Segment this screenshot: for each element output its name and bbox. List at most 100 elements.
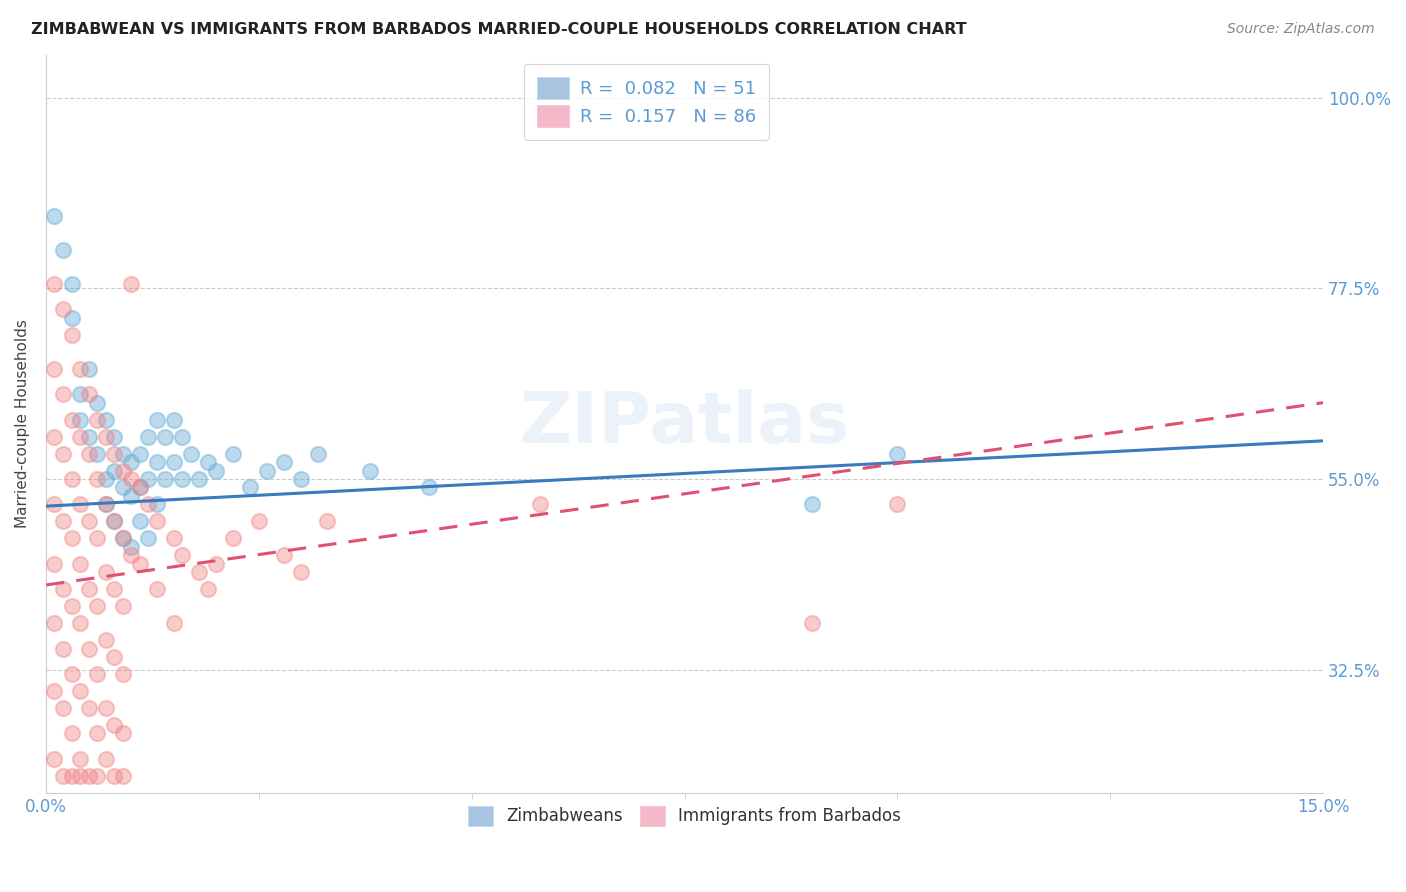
Point (120, 540, 142, 554)
Point (103, 650, 125, 665)
Point (60, 726, 83, 740)
Point (69, 684, 91, 698)
Point (77, 429, 100, 443)
Point (69, 498, 91, 512)
Point (52, 302, 75, 317)
Point (273, 549, 295, 563)
Point (103, 515, 125, 529)
Point (86, 667, 108, 681)
Point (111, 446, 134, 460)
Point (86, 446, 108, 460)
Point (94, 498, 117, 512)
Point (69, 557, 91, 571)
Point (60, 532, 83, 546)
Point (103, 446, 125, 460)
Point (188, 472, 211, 486)
Point (60, 667, 83, 681)
Point (103, 515, 125, 529)
Point (111, 726, 134, 740)
Point (145, 498, 167, 512)
Point (69, 429, 91, 443)
Point (128, 480, 150, 494)
Point (273, 455, 295, 469)
Point (172, 429, 194, 443)
Point (801, 616, 824, 631)
Point (103, 463, 125, 477)
Point (239, 480, 262, 494)
Point (205, 463, 228, 477)
Text: ZIPatlas: ZIPatlas (519, 390, 849, 458)
Point (111, 480, 134, 494)
Point (60, 599, 83, 614)
Point (222, 532, 245, 546)
Point (205, 557, 228, 571)
Point (290, 472, 312, 486)
Point (52, 641, 75, 656)
Point (172, 549, 194, 563)
Point (153, 472, 176, 486)
Point (77, 641, 100, 656)
Point (69, 387, 91, 401)
Point (69, 616, 91, 631)
Point (145, 515, 167, 529)
Point (77, 701, 100, 715)
Point (197, 582, 219, 597)
Point (44, 429, 66, 443)
Point (69, 361, 91, 376)
Point (94, 498, 117, 512)
Point (94, 701, 117, 715)
Point (94, 752, 117, 766)
Point (316, 515, 339, 529)
Point (418, 480, 440, 494)
Point (86, 769, 108, 783)
Point (163, 412, 186, 426)
Point (86, 726, 108, 740)
Point (44, 498, 66, 512)
Point (172, 472, 194, 486)
Point (69, 752, 91, 766)
Point (77, 582, 100, 597)
Point (145, 455, 167, 469)
Point (163, 455, 186, 469)
Point (69, 412, 91, 426)
Point (86, 472, 108, 486)
Point (44, 684, 66, 698)
Point (886, 446, 908, 460)
Point (52, 387, 75, 401)
Point (60, 277, 83, 291)
Point (52, 701, 75, 715)
Point (69, 769, 91, 783)
Point (111, 532, 134, 546)
Point (86, 395, 108, 409)
Point (60, 327, 83, 342)
Point (163, 532, 186, 546)
Point (44, 277, 66, 291)
Point (94, 472, 117, 486)
Point (180, 446, 202, 460)
Point (111, 463, 134, 477)
Point (103, 429, 125, 443)
Point (256, 463, 278, 477)
Point (86, 599, 108, 614)
Point (86, 412, 108, 426)
Point (128, 515, 150, 529)
Point (60, 310, 83, 325)
Point (163, 616, 186, 631)
Point (94, 412, 117, 426)
Point (120, 489, 142, 503)
Point (307, 446, 329, 460)
Point (120, 549, 142, 563)
Point (111, 667, 134, 681)
Point (290, 566, 312, 580)
Point (94, 429, 117, 443)
Point (188, 566, 211, 580)
Point (94, 566, 117, 580)
Point (44, 616, 66, 631)
Point (120, 277, 142, 291)
Point (136, 429, 159, 443)
Point (145, 412, 167, 426)
Point (44, 361, 66, 376)
Point (111, 599, 134, 614)
Point (60, 769, 83, 783)
Point (222, 446, 245, 460)
